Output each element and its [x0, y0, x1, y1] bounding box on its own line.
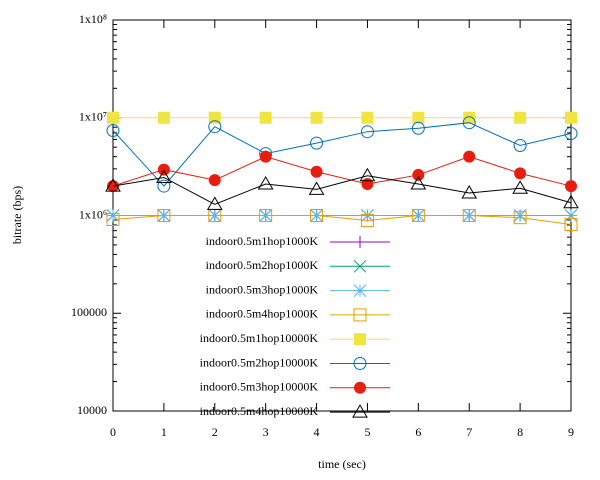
marker — [360, 125, 374, 139]
marker — [353, 357, 367, 370]
marker — [361, 111, 374, 124]
x-tick-label: 4 — [314, 425, 320, 439]
marker — [361, 178, 374, 191]
legend-label: indoor0.5m3hop1000K — [206, 282, 319, 296]
marker — [565, 111, 577, 124]
marker — [513, 209, 527, 222]
marker — [461, 184, 478, 199]
legend-label: indoor0.5m4hop1000K — [206, 307, 319, 321]
marker — [564, 209, 578, 222]
x-tick-label: 5 — [364, 425, 370, 439]
marker — [257, 176, 274, 190]
legend-label: indoor0.5m1hop10000K — [200, 331, 319, 345]
marker — [565, 180, 577, 193]
marker — [208, 174, 221, 187]
marker — [310, 136, 324, 150]
marker — [353, 308, 367, 322]
marker — [352, 404, 368, 418]
marker — [157, 209, 171, 222]
marker — [353, 284, 367, 297]
marker — [462, 209, 476, 222]
marker — [157, 111, 170, 124]
marker — [512, 180, 528, 194]
marker — [513, 139, 527, 153]
y-tick-label: 1x10⁶ — [79, 207, 107, 221]
marker — [259, 111, 272, 124]
legend-label: indoor0.5m3hop10000K — [200, 380, 319, 394]
series-line — [112, 215, 572, 225]
x-axis-label: time (sec) — [318, 457, 366, 471]
y-tick-label: 1x10⁷ — [79, 110, 107, 124]
marker — [208, 111, 221, 124]
marker — [411, 121, 425, 135]
marker — [359, 167, 376, 182]
series-line — [112, 156, 572, 187]
marker — [463, 111, 476, 124]
marker — [206, 196, 223, 210]
y-tick-label: 100000 — [71, 305, 107, 319]
marker — [360, 213, 374, 227]
marker — [308, 181, 325, 195]
marker — [106, 124, 120, 138]
marker — [259, 150, 272, 163]
marker — [310, 165, 323, 178]
legend-label: indoor0.5m4hop10000K — [200, 404, 319, 418]
marker — [514, 111, 527, 124]
legend-label: indoor0.5m1hop1000K — [206, 234, 319, 248]
marker — [412, 168, 425, 181]
marker — [354, 236, 366, 248]
x-tick-label: 8 — [517, 425, 523, 439]
marker — [361, 209, 374, 222]
marker — [310, 111, 323, 124]
y-tick-label: 1x10⁸ — [79, 12, 107, 26]
x-tick-label: 9 — [568, 425, 574, 439]
series-line — [112, 175, 572, 205]
x-tick-label: 7 — [466, 425, 472, 439]
marker — [462, 116, 476, 130]
x-tick-label: 6 — [415, 425, 421, 439]
marker — [411, 209, 425, 222]
x-tick-label: 2 — [212, 425, 218, 439]
marker — [354, 333, 366, 346]
marker — [463, 150, 476, 163]
marker — [106, 213, 120, 227]
marker — [514, 167, 527, 180]
marker — [412, 111, 425, 124]
marker — [107, 111, 119, 124]
marker — [353, 259, 367, 273]
marker — [259, 209, 273, 222]
y-tick-label: 10000 — [77, 403, 107, 417]
marker — [513, 211, 527, 225]
marker — [157, 179, 171, 193]
marker — [354, 381, 366, 394]
legend-label: indoor0.5m2hop10000K — [200, 355, 319, 369]
series-line — [112, 122, 572, 187]
x-tick-label: 0 — [110, 425, 116, 439]
marker — [106, 209, 120, 222]
marker — [156, 169, 172, 183]
legend-label: indoor0.5m2hop1000K — [206, 258, 319, 272]
marker — [310, 209, 324, 222]
marker — [563, 194, 579, 209]
x-tick-label: 1 — [161, 425, 167, 439]
marker — [208, 120, 222, 134]
x-tick-label: 3 — [263, 425, 269, 439]
marker — [564, 127, 578, 141]
marker — [564, 217, 578, 231]
y-axis-label: bitrate (bps) — [10, 186, 24, 244]
marker — [105, 178, 121, 192]
marker — [410, 176, 427, 190]
